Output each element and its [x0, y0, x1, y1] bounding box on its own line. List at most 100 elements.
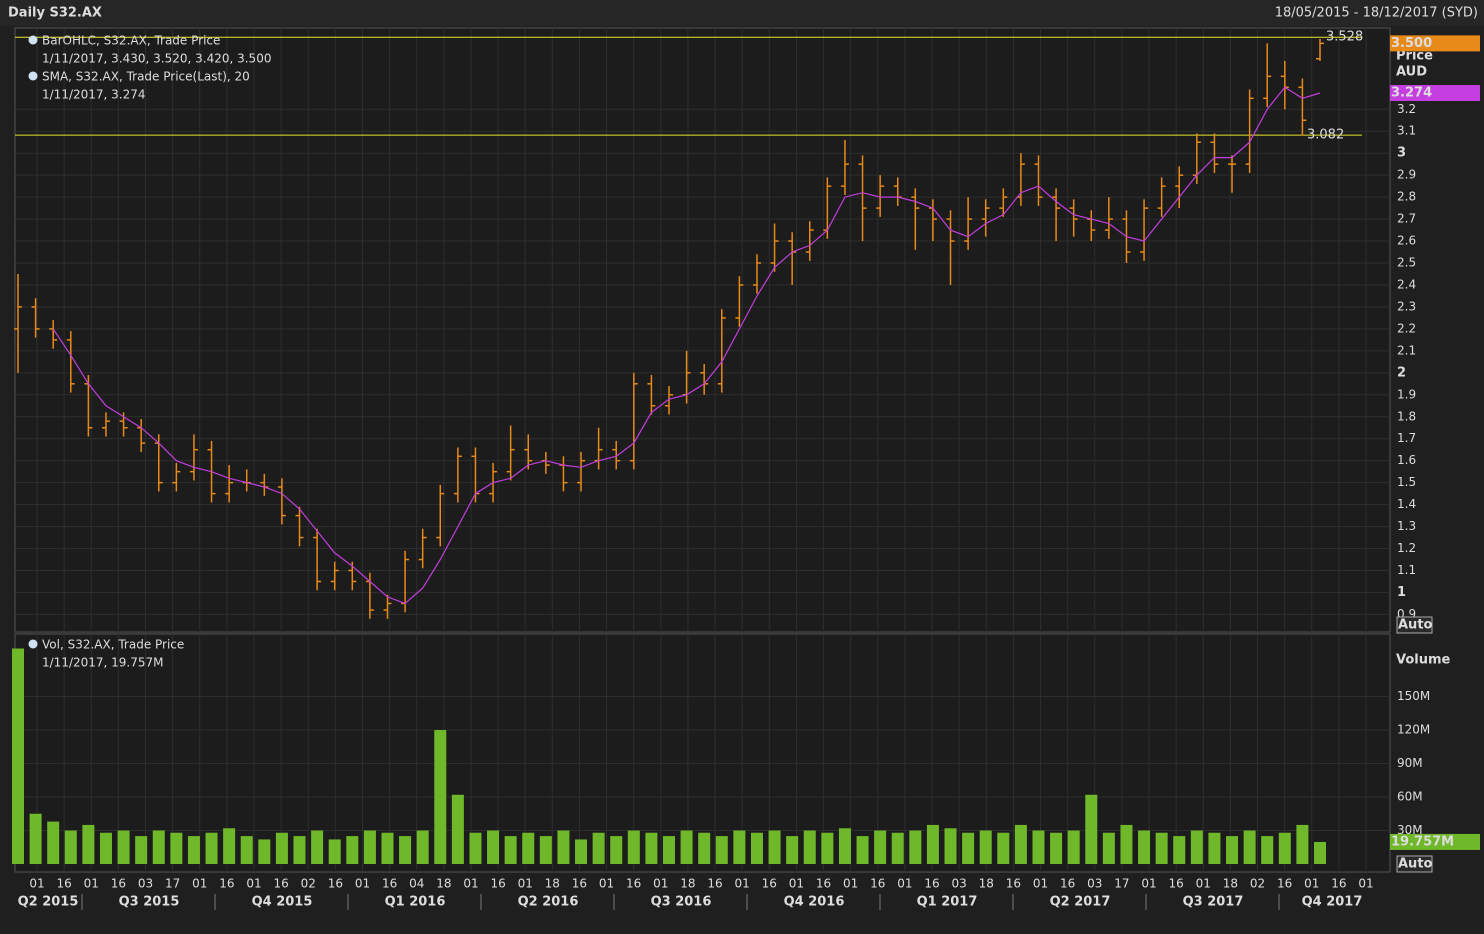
volume-bar	[1050, 832, 1063, 864]
y-tick-label: 30M	[1397, 823, 1423, 837]
x-tick-label: 04	[409, 877, 424, 891]
y-tick-label: 2.4	[1397, 277, 1416, 291]
legend-icon[interactable]	[28, 35, 38, 45]
legend-name: SMA, S32.AX, Trade Price(Last), 20	[42, 70, 250, 84]
axis-title: Price	[1396, 49, 1433, 64]
sma-line	[52, 86, 1321, 605]
x-tick-label: 01	[897, 877, 912, 891]
y-tick-label: 2.6	[1397, 234, 1416, 248]
x-tick-label: 16	[626, 877, 641, 891]
scale-button-label[interactable]: Auto	[1398, 857, 1433, 872]
volume-bar	[1155, 832, 1168, 864]
volume-bar	[1243, 830, 1256, 864]
y-tick-label: 2.9	[1397, 168, 1416, 182]
y-tick-label: 2.8	[1397, 190, 1416, 204]
volume-bar	[1314, 841, 1326, 864]
y-tick-label: 1.2	[1397, 541, 1416, 555]
y-tick-label: 2.3	[1397, 299, 1416, 313]
header-title: Daily S32.AX	[8, 6, 102, 21]
y-tick-label: 1.3	[1397, 519, 1416, 533]
x-tick-label: 01	[789, 877, 804, 891]
volume-bar	[240, 836, 253, 864]
x-tick-label: 18	[680, 877, 695, 891]
x-tick-label: 01	[463, 877, 478, 891]
volume-bar	[557, 830, 570, 864]
legend-name: Vol, S32.AX, Trade Price	[42, 638, 184, 652]
y-tick-label: 2.1	[1397, 343, 1416, 357]
x-tick-label: 01	[355, 877, 370, 891]
last-value-label: 3.500	[1391, 36, 1432, 51]
volume-bar	[82, 824, 95, 864]
scale-button[interactable]	[1396, 616, 1433, 634]
x-tick-label: 16	[1277, 877, 1292, 891]
volume-bar	[645, 832, 658, 864]
x-tick-label: 16	[1169, 877, 1184, 891]
volume-bar	[750, 832, 763, 864]
legend-icon[interactable]	[28, 639, 38, 649]
legend-icon[interactable]	[28, 71, 38, 81]
x-tick-label: 02	[301, 877, 316, 891]
horizontal-line-label: 3.082	[1307, 128, 1344, 143]
header-range: 18/05/2015 - 18/12/2017 (SYD)	[1275, 6, 1478, 21]
quarter-label: Q2 2017	[1050, 895, 1111, 910]
x-tick-label: 01	[735, 877, 750, 891]
x-tick-label: 16	[382, 877, 397, 891]
volume-bar	[891, 832, 904, 864]
volume-bar	[47, 821, 60, 864]
x-tick-label: 01	[599, 877, 614, 891]
volume-bar	[1102, 832, 1115, 864]
volume-bar	[170, 832, 183, 864]
y-tick-label: 2.7	[1397, 212, 1416, 226]
x-tick-label: 18	[436, 877, 451, 891]
volume-bar	[205, 832, 218, 864]
volume-bar	[663, 836, 675, 864]
volume-bar	[1032, 830, 1045, 864]
scale-button-label[interactable]: Auto	[1398, 618, 1433, 633]
quarter-label: Q3 2015	[119, 895, 180, 910]
volume-bar	[187, 836, 200, 864]
x-tick-label: 16	[111, 877, 126, 891]
volume-bar	[504, 836, 517, 864]
volume-bar	[152, 830, 165, 864]
volume-bar	[469, 832, 482, 864]
volume-bar	[1173, 836, 1186, 864]
volume-bar	[1067, 830, 1080, 864]
y-tick-label: 1	[1397, 585, 1406, 600]
volume-bar	[997, 832, 1010, 864]
x-tick-label: 16	[219, 877, 234, 891]
x-tick-label: 01	[653, 877, 668, 891]
y-tick-label: 1.1	[1397, 563, 1416, 577]
volume-bar	[962, 832, 975, 864]
legend-detail: 1/11/2017, 3.430, 3.520, 3.420, 3.500	[42, 52, 271, 66]
volume-bar	[821, 832, 834, 864]
scale-button[interactable]	[1396, 855, 1433, 873]
x-tick-label: 01	[843, 877, 858, 891]
volume-bar	[627, 830, 640, 864]
volume-bar	[838, 828, 851, 864]
volume-bar	[258, 839, 271, 864]
y-tick-label: 90M	[1397, 756, 1423, 770]
volume-bar	[1190, 830, 1203, 864]
quarter-label: Q1 2016	[385, 895, 446, 910]
volume-bar	[944, 828, 957, 864]
last-value-label: 19.757M	[1391, 834, 1454, 849]
quarter-label: Q4 2016	[784, 895, 845, 910]
volume-bar	[381, 832, 394, 864]
volume-bar	[1226, 836, 1239, 864]
y-tick-label: 150M	[1397, 689, 1430, 703]
y-tick-label: 1.4	[1397, 497, 1416, 511]
volume-bar	[909, 830, 922, 864]
y-tick-label: 2.5	[1397, 256, 1416, 270]
volume-bar	[539, 836, 552, 864]
last-value-tag	[1390, 85, 1480, 102]
volume-bar	[223, 828, 236, 864]
volume-bar	[416, 830, 429, 864]
volume-bar	[1085, 794, 1098, 864]
x-tick-label: 16	[572, 877, 587, 891]
volume-bar	[698, 832, 711, 864]
volume-bar	[803, 830, 816, 864]
volume-bar	[610, 836, 623, 864]
x-tick-label: 01	[1304, 877, 1319, 891]
